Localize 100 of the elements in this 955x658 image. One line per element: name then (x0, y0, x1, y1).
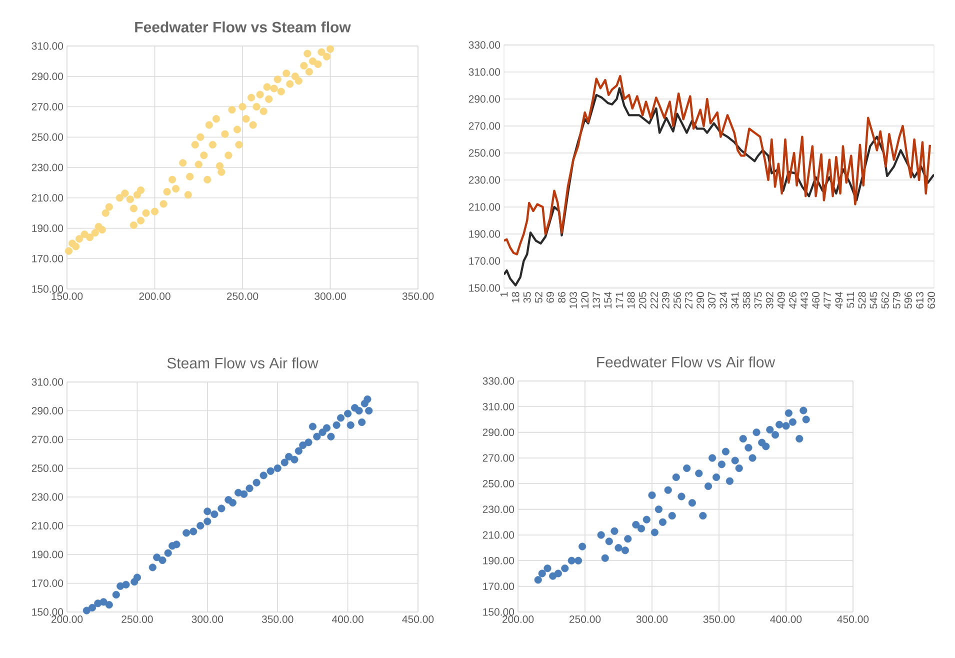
point (748, 454, 756, 462)
x-tick-label: 528 (858, 292, 866, 309)
y-tick-label: 270.00 (468, 122, 500, 130)
y-tick-label: 210.00 (32, 522, 64, 530)
point (632, 520, 640, 529)
y-tick-label: 290.00 (468, 95, 500, 103)
point (683, 464, 691, 472)
y-tick-label: 290.00 (32, 407, 64, 414)
x-tick-label: 341 (731, 292, 739, 309)
x-tick-label: 307 (708, 292, 716, 309)
x-tick-label: 250.00 (226, 292, 258, 300)
x-tick-label: 154 (604, 292, 612, 308)
point (796, 434, 804, 443)
point (260, 472, 268, 480)
point (574, 556, 582, 564)
point (252, 478, 260, 486)
x-tick-label: 494 (835, 292, 843, 309)
point (708, 454, 716, 462)
chart-title: Steam Flow vs Air flow (167, 357, 318, 368)
x-tick-label: 324 (720, 292, 728, 309)
y-tick-label: 190.00 (32, 224, 64, 232)
point (204, 518, 212, 526)
point (668, 512, 676, 520)
x-tick-label: 460 (812, 292, 820, 309)
point (744, 444, 752, 452)
x-tick-label: 300.00 (636, 616, 668, 623)
y-tick-label: 150.00 (483, 608, 514, 616)
point (601, 554, 609, 562)
point (210, 510, 218, 518)
point (722, 448, 730, 456)
line-series (504, 87, 934, 286)
point (196, 522, 204, 530)
point (784, 409, 792, 417)
point (735, 464, 743, 472)
point (299, 441, 307, 450)
point (190, 528, 198, 536)
y-tick-label: 330.00 (482, 377, 514, 385)
y-tick-label: 270.00 (32, 103, 64, 110)
point (605, 538, 613, 546)
x-tick-label: 200.00 (51, 616, 83, 623)
point (336, 414, 345, 422)
x-tick-label: 18 (512, 292, 520, 302)
point (614, 544, 622, 552)
point (699, 512, 707, 520)
x-tick-label: 400.00 (770, 616, 802, 623)
point (322, 424, 331, 432)
point (664, 486, 672, 494)
x-tick-label: 350.00 (402, 292, 434, 300)
point (544, 564, 552, 572)
y-tick-label: 210.00 (32, 194, 64, 202)
point (654, 506, 663, 514)
x-tick-label: 300.00 (192, 616, 224, 623)
x-tick-label: 409 (777, 292, 785, 309)
y-tick-label: 290.00 (482, 428, 514, 436)
x-tick-label: 579 (892, 292, 900, 309)
y-tick-label: 290.00 (32, 72, 64, 80)
x-tick-label: 426 (789, 292, 796, 309)
x-tick-label: 250.00 (569, 616, 601, 623)
x-tick-label: 250.00 (122, 616, 153, 623)
point (365, 406, 373, 415)
point (346, 421, 354, 429)
y-tick-label: 230.00 (32, 493, 64, 501)
point (304, 438, 312, 446)
point (621, 546, 630, 554)
point (100, 598, 108, 606)
point (164, 549, 172, 557)
point (308, 422, 317, 430)
point (648, 491, 656, 499)
y-tick-label: 150.00 (32, 608, 64, 616)
x-tick-label: 300.00 (314, 292, 346, 300)
x-tick-label: 103 (570, 292, 578, 308)
y-tick-label: 170.00 (483, 582, 514, 590)
x-tick-label: 35 (523, 292, 531, 303)
point (688, 499, 696, 507)
point (240, 490, 248, 498)
point (637, 524, 646, 532)
x-tick-label: 69 (546, 292, 554, 303)
x-tick-label: 239 (662, 292, 670, 309)
point (172, 540, 180, 548)
point (538, 570, 546, 578)
point (766, 426, 774, 434)
point (228, 498, 236, 507)
point (122, 580, 130, 588)
y-tick-label: 310.00 (32, 42, 64, 50)
y-tick-label: 190.00 (483, 556, 514, 564)
point (280, 458, 288, 466)
y-tick-label: 230.00 (468, 176, 500, 184)
point (650, 528, 658, 536)
y-tick-label: 210.00 (482, 531, 514, 539)
y-tick-label: 310.00 (482, 402, 514, 410)
x-tick-label: 52 (534, 292, 542, 303)
point (355, 406, 363, 415)
point (148, 564, 156, 572)
point (610, 527, 618, 535)
point (776, 420, 784, 428)
point (153, 554, 161, 562)
x-tick-label: 630 (928, 292, 936, 309)
y-tick-label: 270.00 (482, 454, 514, 462)
y-tick-label: 170.00 (32, 254, 64, 262)
point (327, 432, 335, 440)
